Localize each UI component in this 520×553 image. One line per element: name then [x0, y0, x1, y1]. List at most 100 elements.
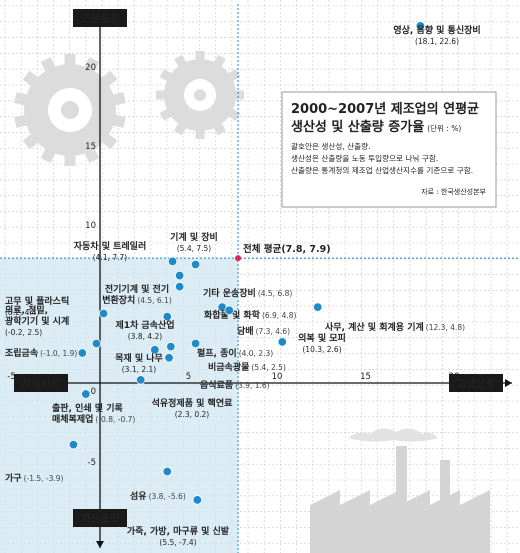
- data-point: [98, 308, 109, 319]
- chart-title-line-1: 2000~2007년 제조업의 연평균: [291, 101, 479, 117]
- x-axis-left-label-bg: [14, 374, 68, 392]
- gear-tooth: [100, 133, 118, 150]
- gear-tooth: [195, 51, 205, 61]
- x-tick-label: 10: [272, 372, 283, 382]
- average-point: [235, 255, 242, 262]
- note-line-2: 생산성은 산출량을 노동 투입량으로 나눠 구함.: [291, 153, 438, 163]
- point-label: 기타 운송장비 (4.5, 6.8): [203, 287, 292, 299]
- source-note: 자료 : 한국생산성본부: [421, 187, 486, 196]
- x-axis-left-label: 저생산성: [22, 377, 61, 390]
- point-coord-label: (12.3, 4.8): [426, 323, 465, 332]
- gear-tooth: [111, 92, 126, 106]
- gear-tooth: [227, 69, 241, 82]
- y-axis-top-label: 고산출량: [81, 12, 120, 25]
- y-tick-label: 15: [85, 142, 96, 152]
- y-axis-top-label-bg: [73, 9, 127, 27]
- point-label: 화합물 및 화학 (6.9, 4.8): [204, 309, 297, 321]
- data-point-group: 가구 (-1.5, -3.9): [5, 439, 79, 484]
- x-axis-right-label: 고생산성: [457, 377, 496, 390]
- gear-tooth: [234, 90, 244, 100]
- data-point-group: 펄프, 종이 (4.0, 2.3): [166, 341, 273, 359]
- gear-tooth: [213, 54, 226, 68]
- data-point: [190, 338, 201, 349]
- data-point-group: 목재 및 나무(3.1, 2.1): [115, 345, 163, 374]
- gear-tooth: [64, 54, 76, 66]
- point-label: 가죽, 가방, 마구류 및 신발: [127, 525, 230, 537]
- point-coord-label: (2.3, 0.2): [175, 410, 210, 419]
- gear-tooth: [14, 114, 29, 128]
- point-label: 광학기기 및 시계: [5, 315, 69, 327]
- y-tick-label: 20: [85, 63, 96, 73]
- chart-title-line-2: 생산성 및 산출량 증가율 (단위 : %): [291, 119, 461, 135]
- x-tick-label: 15: [360, 372, 371, 382]
- gear-tooth: [174, 122, 187, 136]
- gear-tooth: [84, 57, 100, 73]
- y-tick-label: 10: [85, 221, 96, 231]
- gear-tooth: [156, 90, 166, 100]
- point-label: 조립금속 (-1.0, 1.9): [5, 347, 77, 359]
- chart-title-line-2-text: 생산성 및 산출량 증가율: [291, 119, 424, 135]
- data-point: [313, 302, 323, 312]
- point-label: 가구 (-1.5, -3.9): [5, 472, 64, 484]
- point-coord-label: (5.4, 2.5): [251, 363, 286, 372]
- data-point-group: 자동차 및 트레일러(4.1, 7.7): [74, 240, 178, 267]
- data-point: [164, 353, 174, 363]
- data-point-group: 섬유 (3.8, -5.6): [130, 466, 186, 502]
- data-point: [162, 311, 172, 322]
- data-point-group: 의료, 정밀,광학기기 및 시계(-0.2, 2.5): [5, 304, 102, 349]
- data-point-group: 조립금속 (-1.0, 1.9): [5, 347, 88, 359]
- data-point: [81, 389, 91, 399]
- y-tick-label: -5: [88, 458, 96, 468]
- average-label: 전체 평균(7.8, 7.9): [243, 243, 331, 255]
- point-label: 출판, 인쇄 및 기록: [52, 402, 123, 414]
- data-point: [277, 337, 288, 347]
- x-tick-label: 5: [186, 372, 191, 382]
- note-line-3: 산출량은 통계청의 제조업 산업생산지수를 기준으로 구함.: [291, 165, 473, 175]
- data-point-group: 사무, 계산 및 회계용 기계 (12.3, 4.8): [313, 302, 465, 333]
- point-label: 자동차 및 트레일러: [74, 240, 147, 252]
- data-point: [192, 495, 203, 505]
- data-point-group: 영상, 음향 및 통신장비(18.1, 22.6): [393, 21, 481, 46]
- gear-tooth: [22, 133, 40, 150]
- gear-tooth: [195, 129, 205, 139]
- point-coord-label: (3.8, -5.6): [149, 492, 186, 501]
- point-coord-label: (4.1, 7.7): [93, 253, 128, 262]
- gear-tooth: [40, 147, 56, 163]
- point-label: 비금속광물 (5.4, 2.5): [208, 361, 286, 373]
- point-coord-label: (18.1, 22.6): [415, 37, 459, 46]
- point-coord-label: (0.2, 4.4): [5, 308, 40, 317]
- data-point-group: 비금속광물 (5.4, 2.5): [190, 338, 286, 373]
- point-coord-label: (3.1, 2.1): [122, 365, 157, 374]
- data-point: [150, 345, 160, 355]
- point-label: 음식료품 (3.9, 1.6): [200, 379, 270, 391]
- data-point-group: 의복 및 모피(10.3, 2.6): [277, 332, 346, 354]
- point-coord-label: (-1.5, -3.9): [24, 474, 64, 483]
- data-point-group: 화합물 및 화학 (6.9, 4.8): [204, 302, 297, 321]
- point-coord-label: (-0.8, -0.7): [95, 415, 135, 424]
- gear-icon: [156, 51, 244, 139]
- y-axis-bottom-label-bg: [73, 509, 127, 527]
- data-point-group: 석유정제품 및 핵연료(2.3, 0.2): [136, 375, 233, 419]
- point-label: 섬유 (3.8, -5.6): [130, 490, 186, 502]
- data-point-group: 고무 및 플라스틱(0.2, 4.4): [5, 295, 109, 319]
- point-label: 기계 및 장비: [170, 231, 218, 243]
- point-label: 영상, 음향 및 통신장비: [393, 24, 480, 36]
- gear-tooth: [100, 70, 118, 87]
- data-points: 영상, 음향 및 통신장비(18.1, 22.6) 자동차 및 트레일러(4.1,…: [5, 21, 481, 547]
- chart-unit: (단위 : %): [427, 123, 461, 133]
- point-coord-label: (4.5, 6.8): [258, 289, 293, 298]
- point-label: 사무, 계산 및 회계용 기계 (12.3, 4.8): [325, 321, 465, 333]
- data-point: [190, 259, 201, 270]
- average-lines: 전체 평균(7.8, 7.9): [0, 4, 520, 553]
- data-point: [91, 338, 102, 349]
- data-point: [167, 256, 178, 267]
- point-label: 목재 및 나무: [115, 352, 163, 364]
- data-point: [68, 439, 79, 450]
- gear-tooth: [213, 122, 226, 136]
- gear-tooth: [174, 54, 187, 68]
- data-point-group: 제1차 금속산업(3.8, 4.2): [115, 311, 175, 341]
- data-point-group: 담배 (7.3, 4.6): [224, 305, 290, 337]
- data-point: [415, 21, 426, 31]
